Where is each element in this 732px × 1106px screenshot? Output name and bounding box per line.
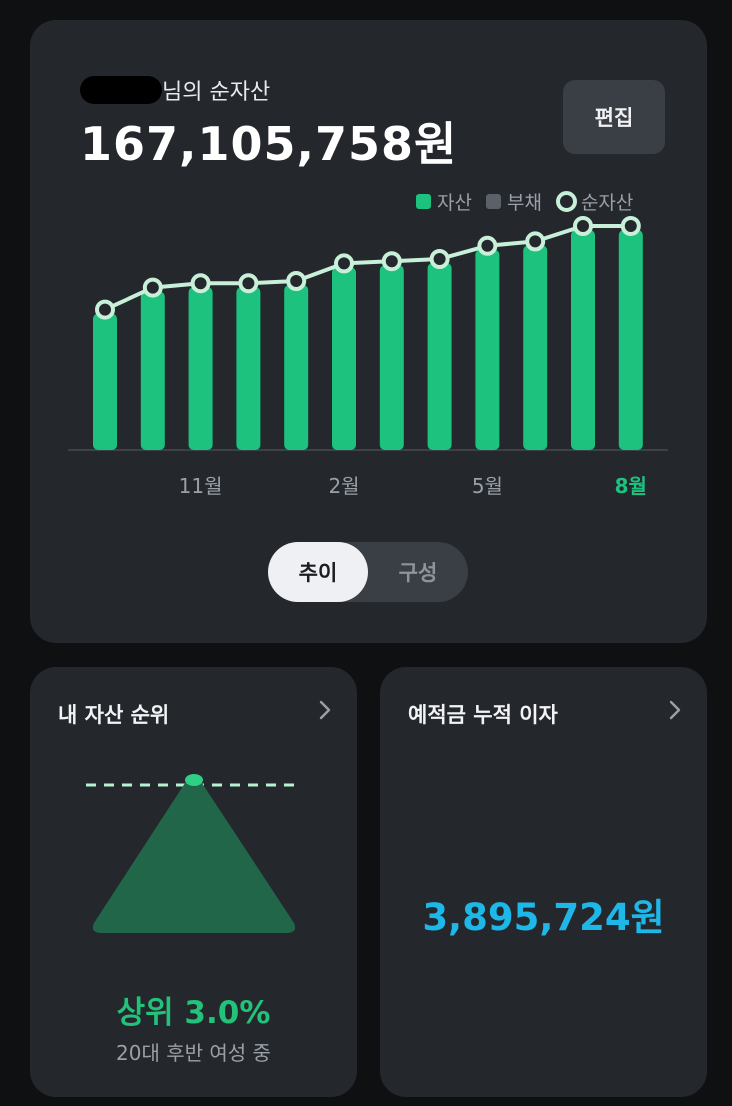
net-worth-chart[interactable]: 11월 2월 5월 8월 [30,20,707,643]
net-worth-point[interactable] [525,231,546,252]
net-worth-point[interactable] [620,216,641,236]
rank-card-title: 내 자산 순위 [58,703,170,727]
interest-card[interactable]: 예적금 누적 이자 3,895,724원 [380,667,707,1097]
rank-marker [185,774,203,786]
interest-value: 3,895,724원 [422,896,665,939]
legend-net-label: 순자산 [580,192,634,214]
edit-button[interactable]: 편집 [563,80,665,154]
chevron-right-icon[interactable] [665,697,685,723]
x-tick-label: 5월 [472,474,503,498]
asset-bar[interactable] [427,263,452,450]
legend-debt-label: 부채 [506,192,542,214]
asset-bar[interactable] [236,287,261,450]
x-tick-label: 8월 [615,474,647,498]
asset-swatch [416,194,431,209]
rank-group: 20대 후반 여성 중 [116,1041,271,1065]
asset-bar[interactable] [332,267,356,450]
legend-asset: 자산 [416,188,472,215]
asset-rank-card[interactable]: 내 자산 순위 상위 3.0% 20대 후반 여성 중 [30,667,357,1097]
interest-card-title: 예적금 누적 이자 [408,703,558,727]
tab-composition[interactable]: 구성 [398,561,438,585]
x-tick-label: 11월 [179,474,223,498]
tab-trend[interactable]: 추이 [268,542,368,602]
x-tick-label: 2월 [328,474,359,498]
legend-net: 순자산 [555,188,634,215]
debt-swatch [485,194,501,209]
asset-bar[interactable] [140,291,165,450]
net-worth-point[interactable] [334,253,354,274]
net-worth-card: 님의 순자산 167,105,758원 편집 자산 부채 순자산 11월 2월 5월… [30,20,707,643]
asset-bar[interactable] [571,230,595,450]
net-worth-line [104,224,631,312]
net-worth-value: 167,105,758원 [80,117,458,171]
masked-username [80,76,162,104]
owner-line: 님의 순자산 [80,74,270,106]
rank-triangle [92,776,296,933]
asset-bar[interactable] [188,287,213,450]
net-worth-point[interactable] [573,216,593,236]
legend-asset-label: 자산 [437,192,472,214]
rank-triangle-graphic [86,774,302,933]
asset-bar[interactable] [284,285,309,450]
net-worth-point[interactable] [286,271,307,291]
chevron-right-icon[interactable] [315,697,335,723]
asset-bar[interactable] [618,230,643,450]
legend-debt: 부채 [485,188,542,215]
view-toggle[interactable]: 추이 구성 [268,542,468,602]
net-swatch [555,191,577,212]
net-worth-point[interactable] [477,235,498,256]
chart-legend: 자산 부채 순자산 [416,188,633,215]
net-worth-point[interactable] [190,273,211,294]
rank-percent: 상위 3.0% [116,995,271,1031]
asset-bar[interactable] [523,245,548,450]
net-worth-point[interactable] [381,251,402,272]
asset-bar[interactable] [93,313,117,450]
net-worth-point[interactable] [429,249,450,269]
net-worth-point[interactable] [142,277,163,298]
net-worth-point[interactable] [95,299,115,320]
asset-bar[interactable] [475,249,500,450]
asset-bar[interactable] [379,265,404,450]
net-worth-point[interactable] [238,273,259,294]
owner-suffix: 님의 순자산 [162,80,271,105]
